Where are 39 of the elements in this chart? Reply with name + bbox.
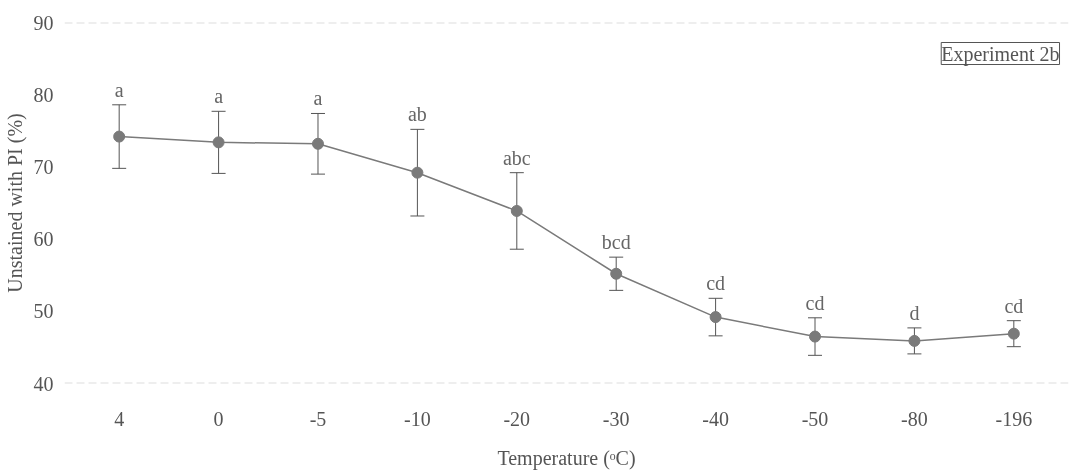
annotation: d	[909, 301, 920, 324]
annotation: ab	[407, 103, 427, 126]
x-tick-label: -30	[602, 407, 630, 430]
y-tick-label: 60	[33, 228, 54, 251]
point	[510, 204, 523, 217]
x-tick-label: -20	[503, 407, 531, 430]
y-tick-label: 90	[33, 11, 54, 34]
point	[610, 267, 623, 280]
annotation: cd	[706, 272, 726, 295]
y-tick-label: 70	[33, 155, 54, 178]
annotation: abc	[502, 146, 531, 169]
y-axis-title: Unstained with PI (%)	[3, 113, 27, 293]
annotation: cd	[805, 291, 825, 314]
x-tick-label: 4	[114, 407, 125, 430]
point	[113, 130, 126, 143]
annotation: bcd	[601, 231, 631, 254]
x-tick-label: -10	[404, 407, 431, 430]
annotation: a	[313, 87, 323, 110]
point	[709, 311, 722, 324]
x-axis-title: Temperature (ᵒC)	[497, 446, 636, 470]
annotation: cd	[1004, 294, 1024, 317]
x-tick-label: -80	[901, 407, 928, 430]
y-tick-label: 80	[33, 83, 54, 106]
annotation: a	[214, 85, 224, 108]
x-tick-label: 0	[213, 407, 224, 430]
annotation: Experiment 2b	[941, 42, 1060, 66]
point	[212, 136, 225, 149]
point	[809, 330, 822, 343]
x-tick-label: -5	[309, 407, 327, 430]
point	[908, 334, 921, 347]
annotation: a	[114, 78, 124, 101]
point	[411, 166, 424, 179]
x-tick-label: -40	[702, 407, 729, 430]
x-tick-label: -50	[801, 407, 829, 430]
x-tick-label: -196	[995, 407, 1033, 430]
y-tick-label: 40	[33, 372, 54, 395]
point	[1007, 327, 1020, 340]
y-tick-label: 50	[33, 300, 54, 323]
point	[311, 137, 324, 150]
